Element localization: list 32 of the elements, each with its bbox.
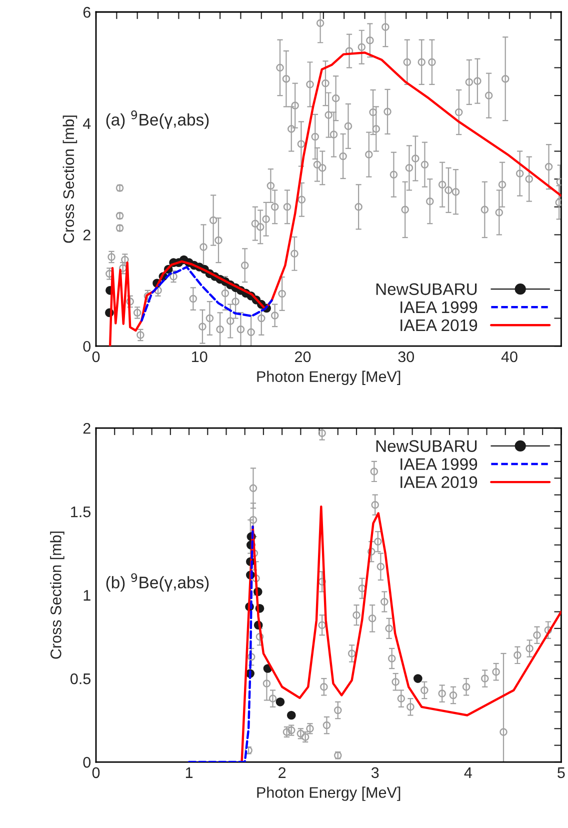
y-tick-label: 1.5 bbox=[71, 506, 90, 518]
y-axis-title: Cross Section [mb] bbox=[50, 532, 64, 659]
x-tick-label: 3 bbox=[371, 767, 379, 778]
x-tick-label: 1 bbox=[186, 767, 193, 778]
y-tick-label: 6 bbox=[83, 6, 90, 18]
y-tick-label: 1 bbox=[84, 590, 90, 601]
x-tick-label: 30 bbox=[398, 351, 414, 362]
y-tick-label: 0 bbox=[83, 756, 91, 768]
x-tick-label: 2 bbox=[278, 767, 286, 778]
x-tick-label: 20 bbox=[295, 351, 311, 362]
x-tick-label: 10 bbox=[192, 351, 208, 362]
x-tick-label: 0 bbox=[92, 351, 100, 362]
legend-label: NewSUBARU bbox=[376, 440, 477, 452]
legend-label: NewSUBARU bbox=[376, 283, 477, 296]
y-tick-label: 2 bbox=[83, 422, 90, 434]
y-tick-label: 0.5 bbox=[70, 673, 90, 684]
x-tick-label: 5 bbox=[558, 767, 565, 778]
x-tick-label: 4 bbox=[464, 767, 472, 778]
legend-label: IAEA 2019 bbox=[400, 476, 478, 488]
y-axis-title: Cross Section [mb] bbox=[62, 116, 78, 243]
annotation: (b) $^{9}$Be(γ,abs) bbox=[106, 573, 209, 592]
y-tick-label: 0 bbox=[83, 340, 91, 352]
annotation: (a) $^{9}$Be(γ,abs) bbox=[106, 110, 209, 129]
x-axis-title: Photon Energy [MeV] bbox=[257, 786, 400, 801]
y-tick-label: 2 bbox=[83, 230, 90, 240]
x-axis-title: Photon Energy [MeV] bbox=[257, 370, 400, 386]
legend-label: IAEA 1999 bbox=[400, 458, 478, 470]
y-tick-label: 4 bbox=[82, 118, 91, 129]
legend-label: IAEA 1999 bbox=[400, 301, 478, 314]
x-tick-label: 40 bbox=[501, 351, 518, 362]
x-tick-label: 0 bbox=[92, 767, 100, 778]
legend-label: IAEA 2019 bbox=[400, 319, 478, 332]
